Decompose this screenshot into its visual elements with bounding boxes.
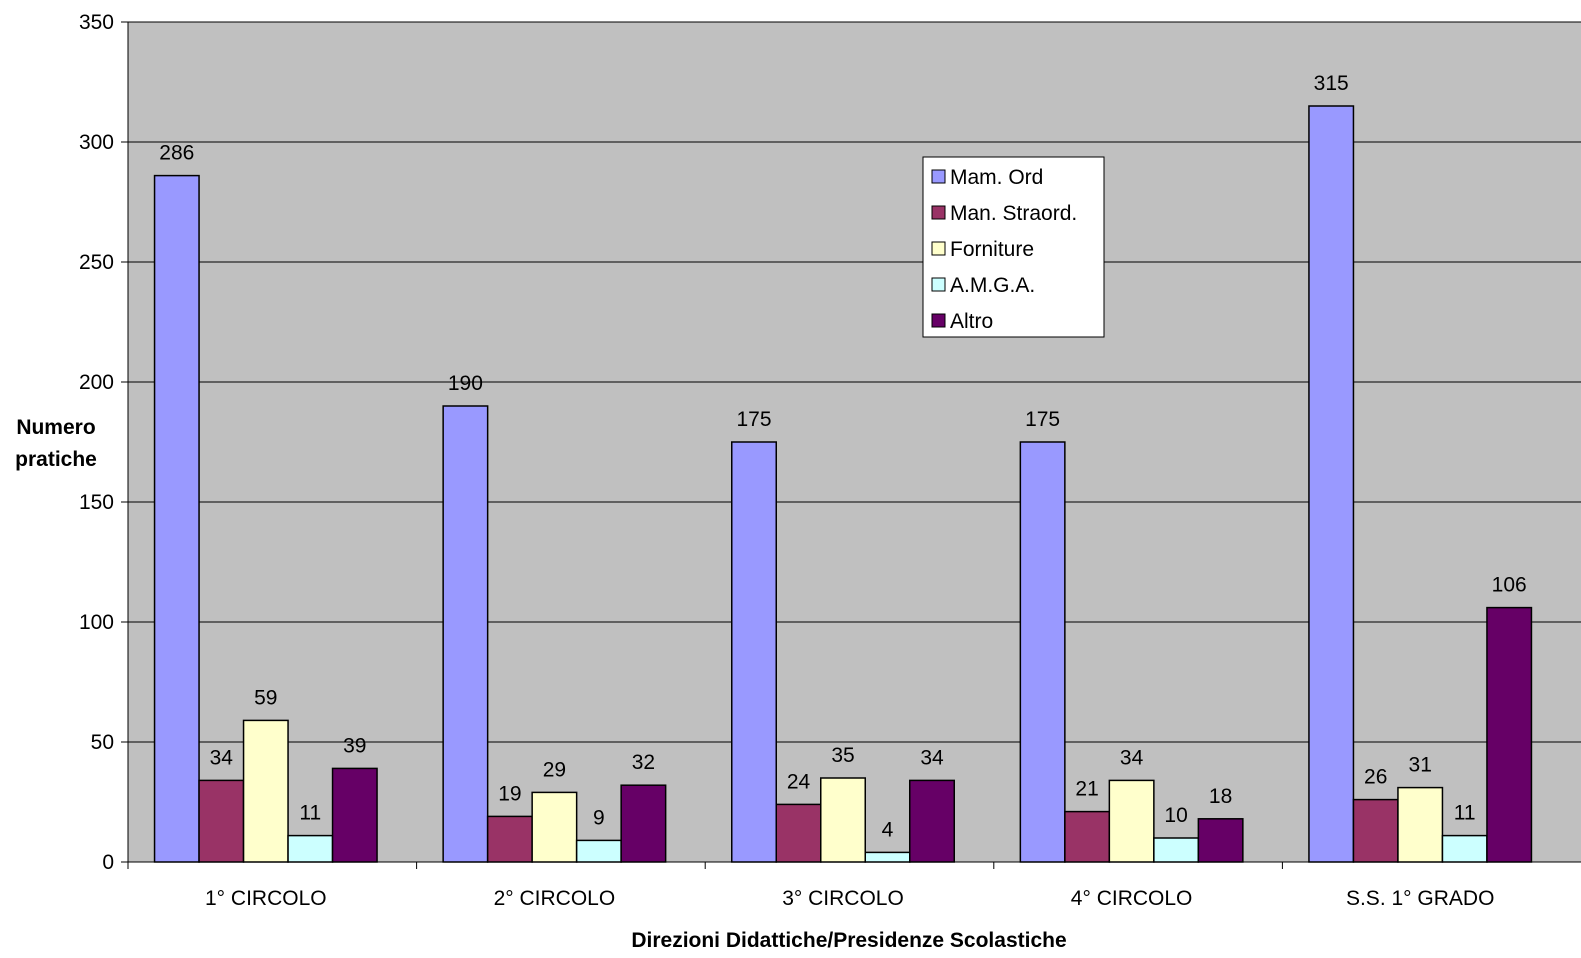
- data-labels: 286 34 59 11 39 190 19 29 9 32 175 24 35 4 34 175 21 34 10…: [159, 72, 1526, 841]
- y-tick-label: 350: [79, 11, 114, 34]
- data-label: 315: [1314, 72, 1349, 95]
- data-label: 106: [1492, 574, 1527, 597]
- data-label: 19: [498, 782, 521, 805]
- bar: [1153, 837, 1200, 863]
- bar: [1108, 779, 1155, 863]
- legend-swatch: [931, 313, 946, 328]
- data-label: 21: [1075, 778, 1098, 801]
- data-label: 11: [1454, 802, 1476, 825]
- legend-swatch: [931, 241, 946, 256]
- legend-swatch: [931, 277, 946, 292]
- data-label: 29: [543, 758, 566, 781]
- bar: [820, 777, 866, 863]
- legend-label: Man. Straord.: [950, 202, 1077, 225]
- data-label: 11: [299, 802, 321, 825]
- bar: [1441, 834, 1488, 863]
- axes: [121, 21, 1581, 869]
- bar: [153, 174, 200, 863]
- bar: [531, 791, 578, 863]
- bar: [442, 405, 489, 863]
- y-tick-label: 200: [79, 371, 114, 394]
- bar: [1019, 441, 1066, 863]
- data-label: 175: [1025, 408, 1060, 431]
- data-label: 31: [1409, 754, 1432, 777]
- bar: [1486, 606, 1533, 863]
- x-tick-labels: 1° CIRCOLO 2° CIRCOLO 3° CIRCOLO 4° CIRCOLO…: [205, 887, 1494, 910]
- legend: Mam. Ord Man. Straord. Forniture A.M.G.A. Al…: [922, 156, 1105, 338]
- data-label: 24: [787, 770, 811, 793]
- data-label: 190: [448, 372, 483, 395]
- data-label: 34: [210, 746, 234, 769]
- bar: [620, 784, 667, 863]
- x-tick-label: 3° CIRCOLO: [782, 887, 904, 910]
- data-label: 286: [159, 142, 194, 165]
- x-tick-label: S.S. 1° GRADO: [1346, 887, 1494, 910]
- y-tick-label: 150: [79, 491, 114, 514]
- bar: [331, 767, 378, 863]
- y-tick-labels: 0 50 100 150 200 250 300 350: [79, 11, 114, 874]
- y-tick-label: 100: [79, 611, 114, 634]
- x-tick-label: 1° CIRCOLO: [205, 887, 327, 910]
- y-tick-label: 50: [91, 731, 114, 754]
- data-label: 9: [593, 806, 605, 829]
- legend-label: A.M.G.A.: [950, 274, 1035, 297]
- bar: [775, 803, 822, 863]
- bar: [864, 851, 911, 863]
- x-tick-label: 2° CIRCOLO: [494, 887, 616, 910]
- data-label: 26: [1364, 766, 1387, 789]
- y-axis-title-line-1: Numero: [16, 416, 95, 439]
- bar: [198, 779, 245, 863]
- legend-label: Forniture: [950, 238, 1034, 261]
- bar: [1397, 786, 1444, 863]
- y-tick-label: 0: [102, 851, 114, 874]
- x-tick-label: 4° CIRCOLO: [1071, 887, 1193, 910]
- legend-label: Altro: [950, 310, 993, 333]
- bar: [575, 839, 622, 863]
- x-axis-title: Direzioni Didattiche/Presidenze Scolasti…: [631, 929, 1066, 952]
- bar: [486, 815, 533, 863]
- data-label: 10: [1164, 804, 1187, 827]
- bar: [1064, 810, 1111, 863]
- bar: [1197, 818, 1244, 863]
- data-label: 34: [1120, 746, 1144, 769]
- data-label: 32: [632, 751, 655, 774]
- y-tick-label: 250: [79, 251, 114, 274]
- legend-box: [922, 156, 1105, 338]
- data-label: 35: [831, 744, 854, 767]
- data-label: 175: [736, 408, 771, 431]
- data-label: 18: [1209, 785, 1232, 808]
- y-tick-label: 300: [79, 131, 114, 154]
- bar: [909, 779, 955, 863]
- bar: [1308, 105, 1355, 863]
- bar: [1352, 798, 1399, 863]
- bar: [287, 834, 334, 863]
- legend-swatch: [931, 169, 946, 184]
- data-label: 39: [343, 734, 366, 757]
- data-label: 59: [254, 686, 277, 709]
- bar: [242, 719, 289, 863]
- legend-label: Mam. Ord: [950, 166, 1043, 189]
- data-label: 34: [920, 746, 944, 769]
- bar: [731, 441, 777, 863]
- legend-swatch: [931, 205, 946, 220]
- data-label: 4: [882, 818, 894, 841]
- y-axis-title-line-2: pratiche: [15, 448, 97, 471]
